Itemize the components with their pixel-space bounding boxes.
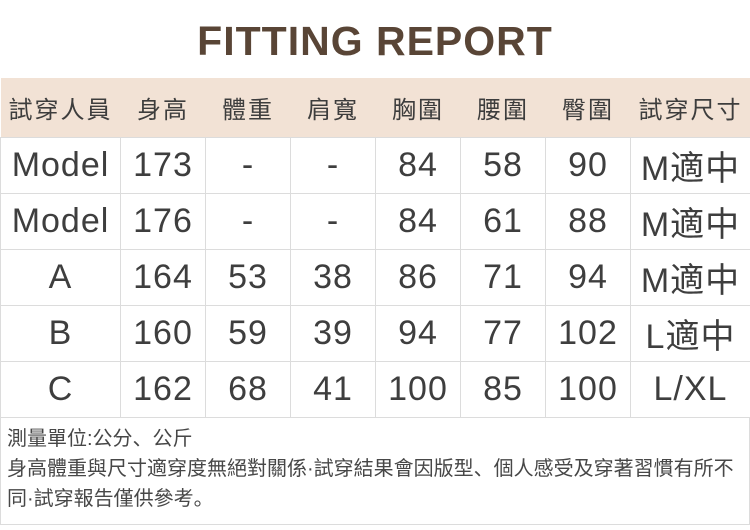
- cell-chest: 84: [375, 137, 461, 194]
- cell-waist: 61: [460, 193, 546, 250]
- cell-hip: 102: [545, 305, 631, 362]
- cell-height: 164: [120, 249, 206, 306]
- cell-hip: 90: [545, 137, 631, 194]
- cell-chest: 84: [375, 193, 461, 250]
- cell-waist: 85: [460, 361, 546, 418]
- cell-weight: -: [205, 137, 291, 194]
- cell-fitter: A: [0, 249, 121, 306]
- cell-weight: 68: [205, 361, 291, 418]
- cell-waist: 77: [460, 305, 546, 362]
- cell-shoulder: 41: [290, 361, 376, 418]
- cell-fitter: C: [0, 361, 121, 418]
- cell-chest: 94: [375, 305, 461, 362]
- measurement-notes: 測量單位:公分、公斤 身高體重與尺寸適穿度無絕對關係·試穿結果會因版型、個人感受…: [0, 418, 750, 525]
- cell-hip: 88: [545, 193, 631, 250]
- cell-weight: -: [205, 193, 291, 250]
- cell-hip: 94: [545, 249, 631, 306]
- cell-shoulder: 38: [290, 249, 376, 306]
- table-header-row: 試穿人員 身高 體重 肩寬 胸圍 腰圍 臀圍 試穿尺寸: [0, 78, 750, 138]
- cell-size: M適中: [630, 249, 750, 306]
- cell-size: M適中: [630, 137, 750, 194]
- cell-fitter: Model: [0, 137, 121, 194]
- cell-shoulder: -: [290, 137, 376, 194]
- cell-size: L適中: [630, 305, 750, 362]
- cell-size: L/XL: [630, 361, 750, 418]
- table-row: B 160 59 39 94 77 102 L適中: [0, 305, 750, 362]
- cell-fitter: Model: [0, 193, 121, 250]
- column-header-waist: 腰圍: [460, 78, 546, 138]
- fitting-disclaimer-note: 身高體重與尺寸適穿度無絕對關係·試穿結果會因版型、個人感受及穿著習慣有所不同·試…: [7, 458, 734, 510]
- cell-height: 162: [120, 361, 206, 418]
- cell-weight: 53: [205, 249, 291, 306]
- cell-shoulder: 39: [290, 305, 376, 362]
- page-title: FITTING REPORT: [197, 18, 553, 64]
- column-header-hip: 臀圍: [545, 78, 631, 138]
- cell-fitter: B: [0, 305, 121, 362]
- cell-chest: 100: [375, 361, 461, 418]
- column-header-chest: 胸圍: [375, 78, 461, 138]
- table-row: C 162 68 41 100 85 100 L/XL: [0, 361, 750, 418]
- column-header-size: 試穿尺寸: [630, 78, 750, 138]
- column-header-fitter: 試穿人員: [0, 78, 121, 138]
- cell-height: 173: [120, 137, 206, 194]
- fitting-table: 試穿人員 身高 體重 肩寬 胸圍 腰圍 臀圍 試穿尺寸 Model 173 - …: [0, 78, 750, 418]
- cell-waist: 71: [460, 249, 546, 306]
- cell-hip: 100: [545, 361, 631, 418]
- cell-chest: 86: [375, 249, 461, 306]
- measurement-unit-note: 測量單位:公分、公斤: [7, 428, 193, 450]
- table-row: Model 176 - - 84 61 88 M適中: [0, 193, 750, 250]
- column-header-weight: 體重: [205, 78, 291, 138]
- cell-size: M適中: [630, 193, 750, 250]
- cell-height: 176: [120, 193, 206, 250]
- table-row: A 164 53 38 86 71 94 M適中: [0, 249, 750, 306]
- cell-shoulder: -: [290, 193, 376, 250]
- cell-weight: 59: [205, 305, 291, 362]
- column-header-shoulder: 肩寬: [290, 78, 376, 138]
- column-header-height: 身高: [120, 78, 206, 138]
- cell-waist: 58: [460, 137, 546, 194]
- table-row: Model 173 - - 84 58 90 M適中: [0, 137, 750, 194]
- cell-height: 160: [120, 305, 206, 362]
